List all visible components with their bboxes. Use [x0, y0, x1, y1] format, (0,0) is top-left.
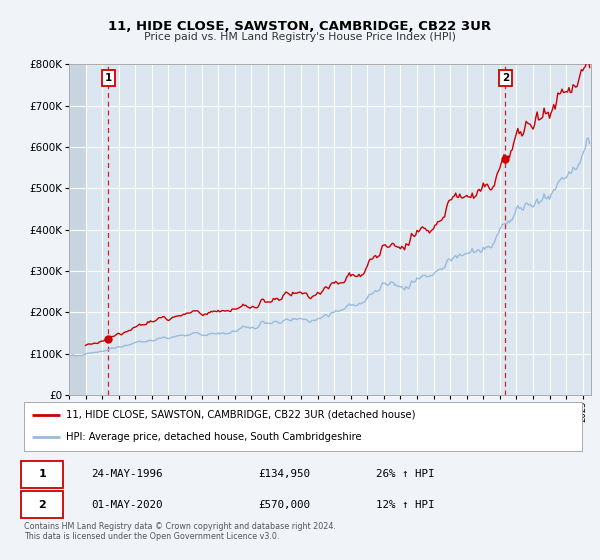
Text: Contains HM Land Registry data © Crown copyright and database right 2024.
This d: Contains HM Land Registry data © Crown c…	[24, 522, 336, 542]
FancyBboxPatch shape	[21, 491, 63, 518]
Text: 11, HIDE CLOSE, SAWSTON, CAMBRIDGE, CB22 3UR: 11, HIDE CLOSE, SAWSTON, CAMBRIDGE, CB22…	[109, 20, 491, 32]
Text: 1: 1	[38, 469, 46, 479]
FancyBboxPatch shape	[21, 461, 63, 488]
Text: 26% ↑ HPI: 26% ↑ HPI	[376, 469, 434, 479]
Text: Price paid vs. HM Land Registry's House Price Index (HPI): Price paid vs. HM Land Registry's House …	[144, 32, 456, 43]
Text: 1: 1	[104, 73, 112, 83]
Text: 2: 2	[502, 73, 509, 83]
Text: HPI: Average price, detached house, South Cambridgeshire: HPI: Average price, detached house, Sout…	[66, 432, 361, 442]
Text: 2: 2	[38, 500, 46, 510]
Text: £570,000: £570,000	[259, 500, 310, 510]
Text: 01-MAY-2020: 01-MAY-2020	[91, 500, 163, 510]
Text: 12% ↑ HPI: 12% ↑ HPI	[376, 500, 434, 510]
Text: £134,950: £134,950	[259, 469, 310, 479]
Text: 24-MAY-1996: 24-MAY-1996	[91, 469, 163, 479]
Text: 11, HIDE CLOSE, SAWSTON, CAMBRIDGE, CB22 3UR (detached house): 11, HIDE CLOSE, SAWSTON, CAMBRIDGE, CB22…	[66, 410, 415, 420]
